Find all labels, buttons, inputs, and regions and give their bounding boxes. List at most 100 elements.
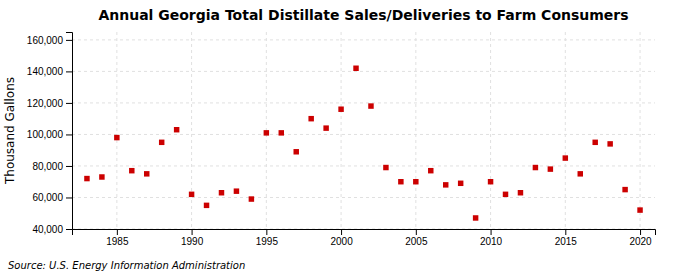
- point: [548, 166, 553, 171]
- tick-label: 160,000: [27, 35, 64, 46]
- tick-mark: [266, 229, 267, 235]
- grid-line: [72, 102, 655, 103]
- tick: 2020: [629, 229, 652, 247]
- tick-label: 2010: [480, 236, 503, 247]
- x-axis: 1985 1990 1995 2000 2005 2010 2015 2020: [73, 229, 656, 247]
- tick: 160,000: [27, 35, 72, 46]
- point: [607, 141, 612, 146]
- tick-label: 80,000: [32, 161, 63, 172]
- tick: 40,000: [32, 224, 72, 235]
- source-note: Source: U.S. Energy Information Administ…: [8, 260, 245, 271]
- tick-label: 40,000: [32, 224, 63, 235]
- point: [84, 176, 89, 181]
- tick-label: 100,000: [27, 129, 64, 140]
- tick-label: 1990: [181, 236, 204, 247]
- point: [383, 165, 388, 170]
- tick: 2010: [480, 229, 503, 247]
- grid-line: [72, 71, 655, 72]
- marks: [84, 66, 643, 221]
- point: [398, 179, 403, 184]
- grid-line: [640, 32, 641, 229]
- chart: 1985 1990 1995 2000 2005 2010 2015 2020 40,000 60…: [0, 0, 675, 275]
- point: [518, 190, 523, 195]
- tick-label: 120,000: [27, 98, 64, 109]
- point: [428, 168, 433, 173]
- point: [563, 155, 568, 160]
- grid-line: [116, 32, 117, 229]
- tick-mark: [66, 166, 72, 167]
- grid-line: [72, 39, 655, 40]
- tick: 80,000: [32, 161, 72, 172]
- tick-label: 140,000: [27, 66, 64, 77]
- point: [578, 171, 583, 176]
- tick-mark: [640, 229, 641, 235]
- tick-mark: [66, 103, 72, 104]
- point: [592, 140, 597, 145]
- point: [99, 174, 104, 179]
- point: [488, 179, 493, 184]
- tick-label: 2015: [555, 236, 578, 247]
- point: [144, 171, 149, 176]
- grid-line: [72, 165, 655, 166]
- tick-mark: [66, 71, 72, 72]
- tick-label: 1995: [256, 236, 279, 247]
- grid-line: [191, 32, 192, 229]
- grid: [72, 32, 655, 229]
- tick-mark: [66, 197, 72, 198]
- grid-line: [565, 32, 566, 229]
- point: [413, 179, 418, 184]
- grid-line: [72, 197, 655, 198]
- tick-mark: [491, 229, 492, 235]
- grid-line: [415, 32, 416, 229]
- point: [204, 203, 209, 208]
- point: [473, 215, 478, 220]
- point: [219, 190, 224, 195]
- point: [323, 125, 328, 130]
- tick: 140,000: [27, 66, 72, 77]
- tick-label: 1985: [106, 236, 129, 247]
- tick: 120,000: [27, 98, 72, 109]
- axis-line: [73, 230, 656, 236]
- tick-mark: [66, 229, 72, 230]
- tick-mark: [117, 229, 118, 235]
- point: [249, 196, 254, 201]
- tick-mark: [192, 229, 193, 235]
- grid-line: [490, 32, 491, 229]
- tick-label: 2020: [629, 236, 652, 247]
- point: [637, 207, 642, 212]
- point: [443, 182, 448, 187]
- point: [533, 165, 538, 170]
- y-axis-title: Thousand Gallons: [3, 77, 17, 185]
- point: [234, 188, 239, 193]
- title: Annual Georgia Total Distillate Sales/De…: [98, 7, 628, 23]
- axis-line: [66, 33, 73, 230]
- point: [338, 106, 343, 111]
- point: [264, 130, 269, 135]
- tick: 1995: [256, 229, 279, 247]
- tick: 2005: [405, 229, 428, 247]
- tick: 1990: [181, 229, 204, 247]
- tick-label: 60,000: [32, 192, 63, 203]
- point: [293, 149, 298, 154]
- tick-mark: [565, 229, 566, 235]
- point: [458, 181, 463, 186]
- point: [503, 192, 508, 197]
- y-axis: 40,000 60,000 80,000 100,000 120,000 140,000 1…: [27, 33, 73, 235]
- tick-label: 2000: [330, 236, 353, 247]
- tick-label: 2005: [405, 236, 428, 247]
- point: [174, 127, 179, 132]
- point: [308, 116, 313, 121]
- point: [279, 130, 284, 135]
- tick: 60,000: [32, 192, 72, 203]
- tick-mark: [341, 229, 342, 235]
- tick-mark: [66, 134, 72, 135]
- tick: 2015: [555, 229, 578, 247]
- tick: 100,000: [27, 129, 72, 140]
- point: [368, 103, 373, 108]
- tick-mark: [66, 40, 72, 41]
- grid-line: [341, 32, 342, 229]
- point: [353, 66, 358, 71]
- tick: 1985: [106, 229, 129, 247]
- tick: 2000: [330, 229, 353, 247]
- grid-line: [72, 134, 655, 135]
